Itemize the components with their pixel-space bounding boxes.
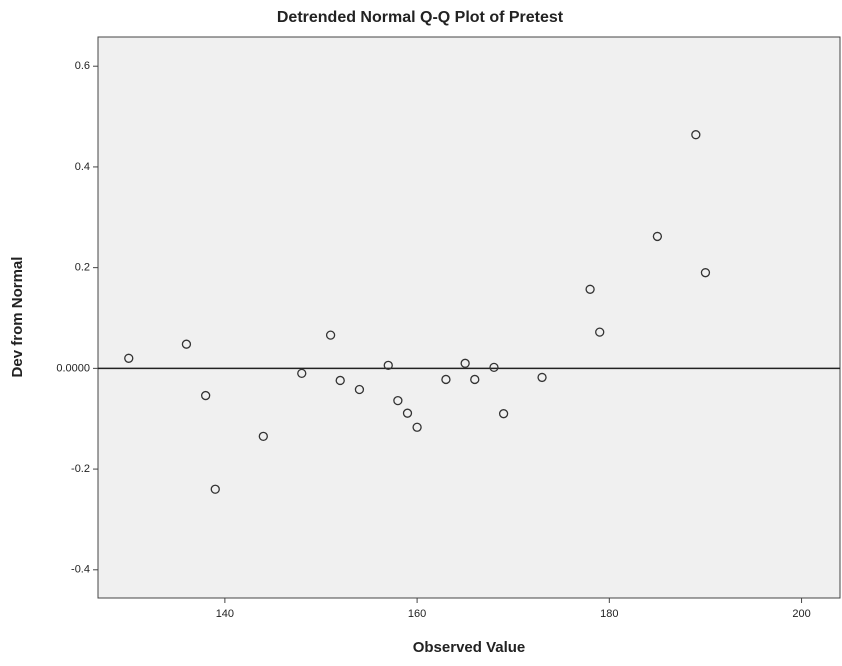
x-tick-label: 180 bbox=[600, 608, 618, 620]
chart-title: Detrended Normal Q-Q Plot of Pretest bbox=[277, 9, 564, 26]
x-tick-label: 140 bbox=[216, 608, 234, 620]
plot-area bbox=[98, 37, 840, 598]
y-tick-label: 0.6 bbox=[75, 60, 90, 72]
x-tick-label: 160 bbox=[408, 608, 426, 620]
y-axis-title: Dev from Normal bbox=[9, 257, 26, 378]
y-tick-label: -0.2 bbox=[71, 463, 90, 475]
y-tick-label: -0.4 bbox=[71, 564, 90, 576]
y-tick-label: 0.2 bbox=[75, 262, 90, 274]
x-tick-label: 200 bbox=[792, 608, 810, 620]
y-tick-label: 0.0000 bbox=[56, 362, 90, 374]
y-tick-label: 0.4 bbox=[75, 161, 90, 173]
page: {"chart_data": {"type": "scatter", "titl… bbox=[0, 0, 842, 666]
x-axis-title: Observed Value bbox=[413, 639, 526, 656]
chart: Detrended Normal Q-Q Plot of Pretest Obs… bbox=[0, 0, 842, 666]
